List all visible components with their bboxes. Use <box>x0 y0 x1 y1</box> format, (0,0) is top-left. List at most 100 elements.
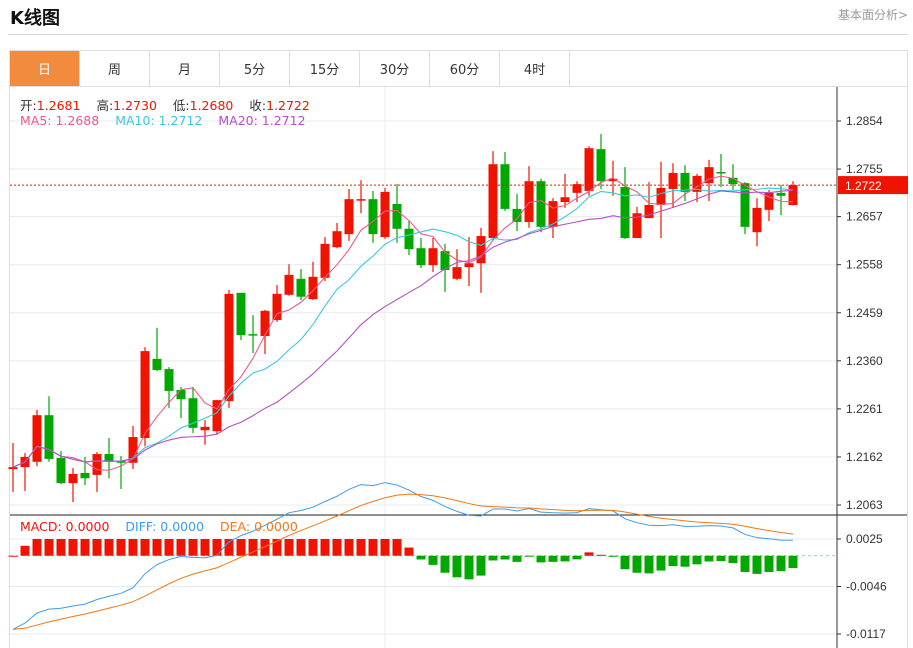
macd-bar <box>788 555 798 569</box>
candle-body <box>596 149 606 182</box>
price-tick-label: 1.2558 <box>846 258 883 272</box>
open-value: 1.2681 <box>36 98 81 113</box>
macd-tick-label: 0.0025 <box>846 532 883 546</box>
ma10-line <box>12 187 794 468</box>
macd-bar <box>464 555 474 580</box>
candle-body <box>536 181 546 227</box>
candle-body <box>104 454 114 462</box>
candle-body <box>716 171 726 174</box>
macd-bar <box>248 539 258 556</box>
macd-bar <box>704 555 714 562</box>
macd-bar <box>320 539 330 556</box>
candle-body <box>416 248 426 266</box>
tab-day[interactable]: 日 <box>10 51 80 86</box>
candle-body <box>776 192 786 196</box>
macd-tick-label: -0.0046 <box>846 580 887 594</box>
macd-bar <box>668 555 678 567</box>
macd-bar <box>80 539 90 556</box>
macd-bar <box>548 555 558 562</box>
price-tick-label: 1.2360 <box>846 354 883 368</box>
candle-body <box>524 181 534 222</box>
macd-bar <box>32 539 42 556</box>
candle-body <box>644 204 654 219</box>
candle-body <box>284 274 294 295</box>
macd-bar <box>332 539 342 556</box>
macd-bar <box>236 539 246 556</box>
macd-bar <box>296 539 306 556</box>
macd-bar <box>584 552 594 556</box>
price-tick-label: 1.2657 <box>846 210 883 224</box>
candle-body <box>224 293 234 402</box>
candle-body <box>368 199 378 235</box>
tab-15min[interactable]: 15分 <box>290 51 360 86</box>
macd-bar <box>536 555 546 563</box>
tabs-divider <box>10 86 907 87</box>
macd-bar <box>68 539 78 556</box>
macd-bar <box>416 555 426 560</box>
tab-60min[interactable]: 60分 <box>430 51 500 86</box>
macd-bar <box>656 555 666 571</box>
candle-body <box>128 437 138 463</box>
macd-bar <box>452 555 462 578</box>
macd-bar <box>404 547 414 556</box>
page-title: K线图 <box>10 8 60 29</box>
tab-month[interactable]: 月 <box>150 51 220 86</box>
candle-body <box>152 358 162 371</box>
fundamental-analysis-link[interactable]: 基本面分析> <box>837 8 908 22</box>
candle-body <box>608 178 618 182</box>
candle-body <box>464 263 474 268</box>
candle-body <box>176 389 186 400</box>
macd-bar <box>368 539 378 556</box>
candle-body <box>692 175 702 192</box>
candle-body <box>44 415 54 459</box>
macd-bar <box>380 539 390 556</box>
candle-body <box>452 267 462 279</box>
candle-body <box>788 185 798 205</box>
low-label: 低: <box>172 98 190 113</box>
candle-body <box>116 460 126 463</box>
high-value: 1.2730 <box>113 98 157 113</box>
price-tick-label: 1.2063 <box>846 498 883 512</box>
candle-body <box>500 164 510 209</box>
candle-body <box>440 251 450 271</box>
candle-body <box>656 187 666 205</box>
macd-bar <box>752 555 762 574</box>
candle-body <box>212 400 222 432</box>
candle-body <box>344 199 354 235</box>
candle-body <box>140 351 150 439</box>
macd-bar <box>716 555 726 562</box>
candle-body <box>572 184 582 193</box>
tab-30min[interactable]: 30分 <box>360 51 430 86</box>
candle-body <box>428 248 438 266</box>
low-value: 1.2680 <box>189 98 234 113</box>
macd-bar <box>392 539 402 556</box>
candle-body <box>632 213 642 238</box>
close-value: 1.2722 <box>266 98 310 113</box>
candle-body <box>620 187 630 238</box>
open-label: 开: <box>20 98 37 113</box>
candle-body <box>380 191 390 238</box>
tab-week[interactable]: 周 <box>80 51 150 86</box>
macd-bar <box>356 539 366 556</box>
ma5-line <box>12 175 794 471</box>
tab-4hour[interactable]: 4时 <box>500 51 570 86</box>
macd-bar <box>272 539 282 556</box>
ma10-value: MA10: 1.2712 <box>115 113 203 128</box>
chart-container <box>9 50 908 648</box>
macd-value: MACD: 0.0000 <box>20 519 110 534</box>
candle-body <box>560 197 570 203</box>
macd-bar <box>776 555 786 571</box>
macd-bar <box>200 539 210 556</box>
macd-bar <box>20 545 30 556</box>
macd-bar <box>428 555 438 565</box>
price-tick-label: 1.2261 <box>846 402 883 416</box>
candle-body <box>752 207 762 233</box>
macd-bar <box>284 539 294 556</box>
price-tick-label: 1.2459 <box>846 306 883 320</box>
macd-bar <box>92 539 102 556</box>
tab-5min[interactable]: 5分 <box>220 51 290 86</box>
ma20-value: MA20: 1.2712 <box>218 113 306 128</box>
candle-body <box>764 192 774 210</box>
ohlc-info: 开:1.2681 高:1.2730 低:1.2680 收:1.2722 <box>20 95 322 114</box>
